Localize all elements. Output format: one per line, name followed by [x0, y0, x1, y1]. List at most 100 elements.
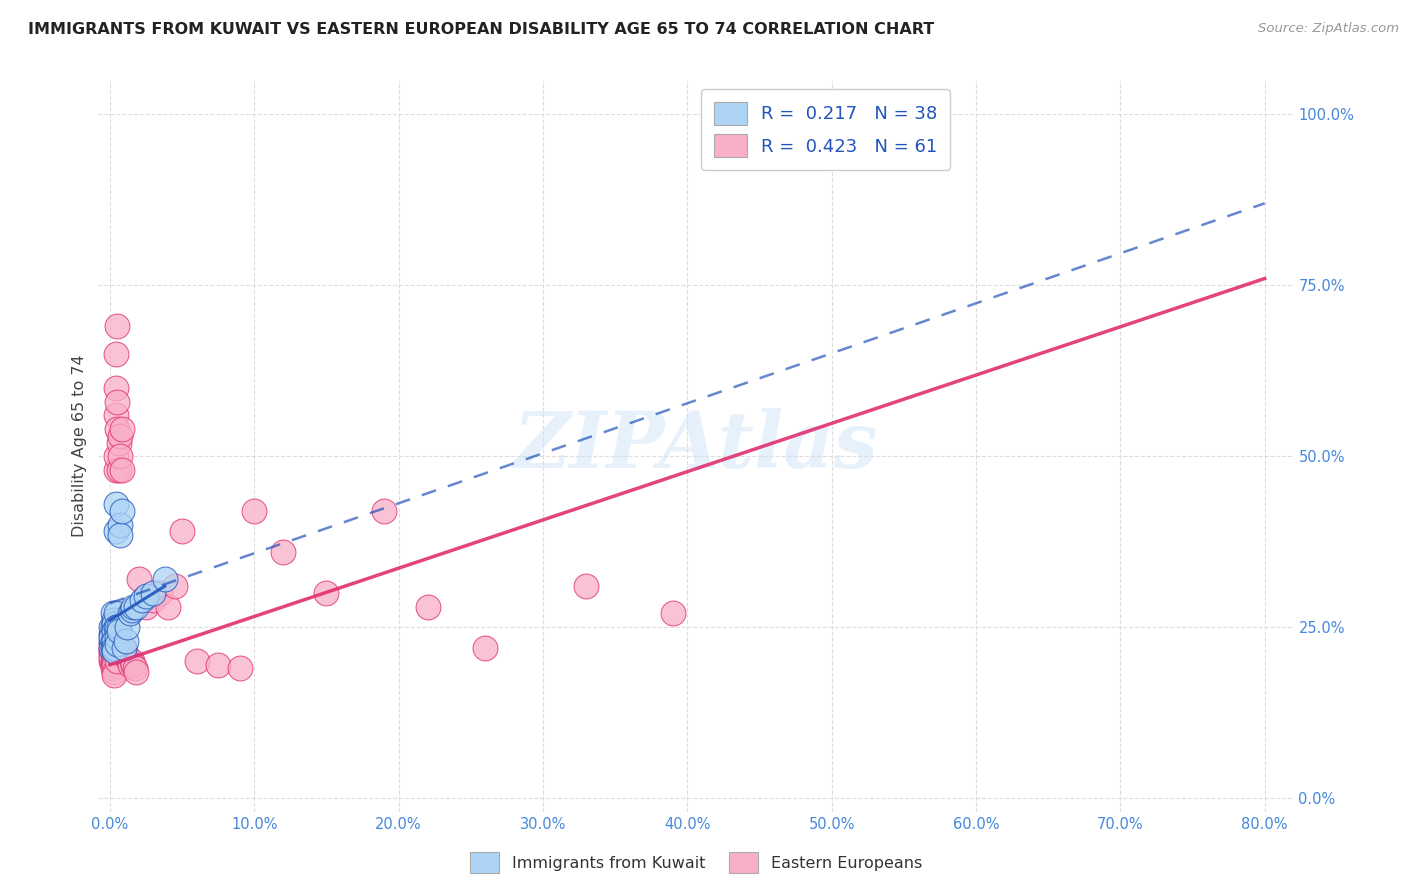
Point [103, 644, 125, 658]
Point [115, 648, 138, 662]
Point [100, 620, 122, 634]
Y-axis label: Disability Age 65 to 74: Disability Age 65 to 74 [72, 355, 87, 537]
Point [100, 640, 122, 655]
Point [118, 654, 141, 668]
Point [120, 607, 142, 621]
Point [142, 592, 165, 607]
Point [100, 648, 122, 662]
Point [112, 640, 135, 655]
Point [105, 631, 128, 645]
Point [474, 640, 496, 655]
Point [163, 579, 186, 593]
Point [101, 607, 124, 621]
Point [107, 620, 129, 634]
Point [124, 661, 146, 675]
Point [125, 665, 148, 679]
Point [110, 463, 132, 477]
Point [103, 613, 125, 627]
Text: Source: ZipAtlas.com: Source: ZipAtlas.com [1258, 22, 1399, 36]
Point [104, 347, 127, 361]
Point [107, 624, 129, 638]
Point [103, 665, 125, 679]
Point [373, 504, 395, 518]
Point [100, 631, 122, 645]
Point [100, 651, 122, 665]
Text: IMMIGRANTS FROM KUWAIT VS EASTERN EUROPEAN DISABILITY AGE 65 TO 74 CORRELATION C: IMMIGRANTS FROM KUWAIT VS EASTERN EUROPE… [28, 22, 935, 37]
Point [121, 654, 143, 668]
Point [108, 528, 131, 542]
Point [101, 640, 124, 655]
Point [117, 620, 139, 634]
Point [107, 463, 129, 477]
Text: ZIPAtlas: ZIPAtlas [513, 408, 879, 484]
Point [103, 668, 125, 682]
Point [207, 657, 229, 672]
Point [315, 586, 337, 600]
Point [112, 644, 135, 658]
Point [142, 586, 165, 600]
Point [104, 497, 127, 511]
Point [107, 435, 129, 450]
Point [103, 648, 125, 662]
Point [121, 603, 143, 617]
Point [104, 607, 127, 621]
Point [108, 429, 131, 443]
Point [128, 572, 150, 586]
Point [101, 657, 124, 672]
Point [101, 633, 124, 648]
Point [105, 637, 128, 651]
Point [105, 319, 128, 334]
Point [101, 654, 124, 668]
Point [104, 620, 127, 634]
Point [186, 654, 208, 668]
Point [100, 627, 122, 641]
Point [229, 661, 252, 675]
Point [103, 616, 125, 631]
Point [100, 637, 122, 651]
Point [103, 633, 125, 648]
Point [172, 524, 194, 539]
Point [271, 545, 294, 559]
Point [156, 599, 179, 614]
Point [101, 644, 124, 658]
Point [149, 586, 172, 600]
Point [103, 640, 125, 655]
Point [120, 657, 142, 672]
Point [243, 504, 266, 518]
Point [662, 607, 685, 621]
Point [101, 648, 124, 662]
Point [101, 620, 124, 634]
Point [110, 422, 132, 436]
Point [104, 409, 127, 423]
Point [103, 651, 125, 665]
Point [101, 661, 124, 675]
Point [112, 640, 135, 655]
Point [103, 657, 125, 672]
Point [105, 620, 128, 634]
Point [100, 644, 122, 658]
Point [122, 599, 145, 614]
Point [108, 449, 131, 463]
Point [104, 524, 127, 539]
Point [101, 640, 124, 655]
Point [117, 651, 139, 665]
Point [104, 449, 127, 463]
Point [575, 579, 598, 593]
Point [122, 657, 145, 672]
Point [105, 394, 128, 409]
Point [108, 517, 131, 532]
Point [100, 640, 122, 655]
Point [105, 422, 128, 436]
Point [135, 590, 157, 604]
Point [105, 654, 128, 668]
Point [104, 463, 127, 477]
Point [103, 624, 125, 638]
Point [131, 592, 153, 607]
Point [135, 599, 157, 614]
Point [416, 599, 439, 614]
Point [100, 633, 122, 648]
Point [100, 654, 122, 668]
Point [104, 381, 127, 395]
Point [115, 633, 138, 648]
Point [125, 599, 148, 614]
